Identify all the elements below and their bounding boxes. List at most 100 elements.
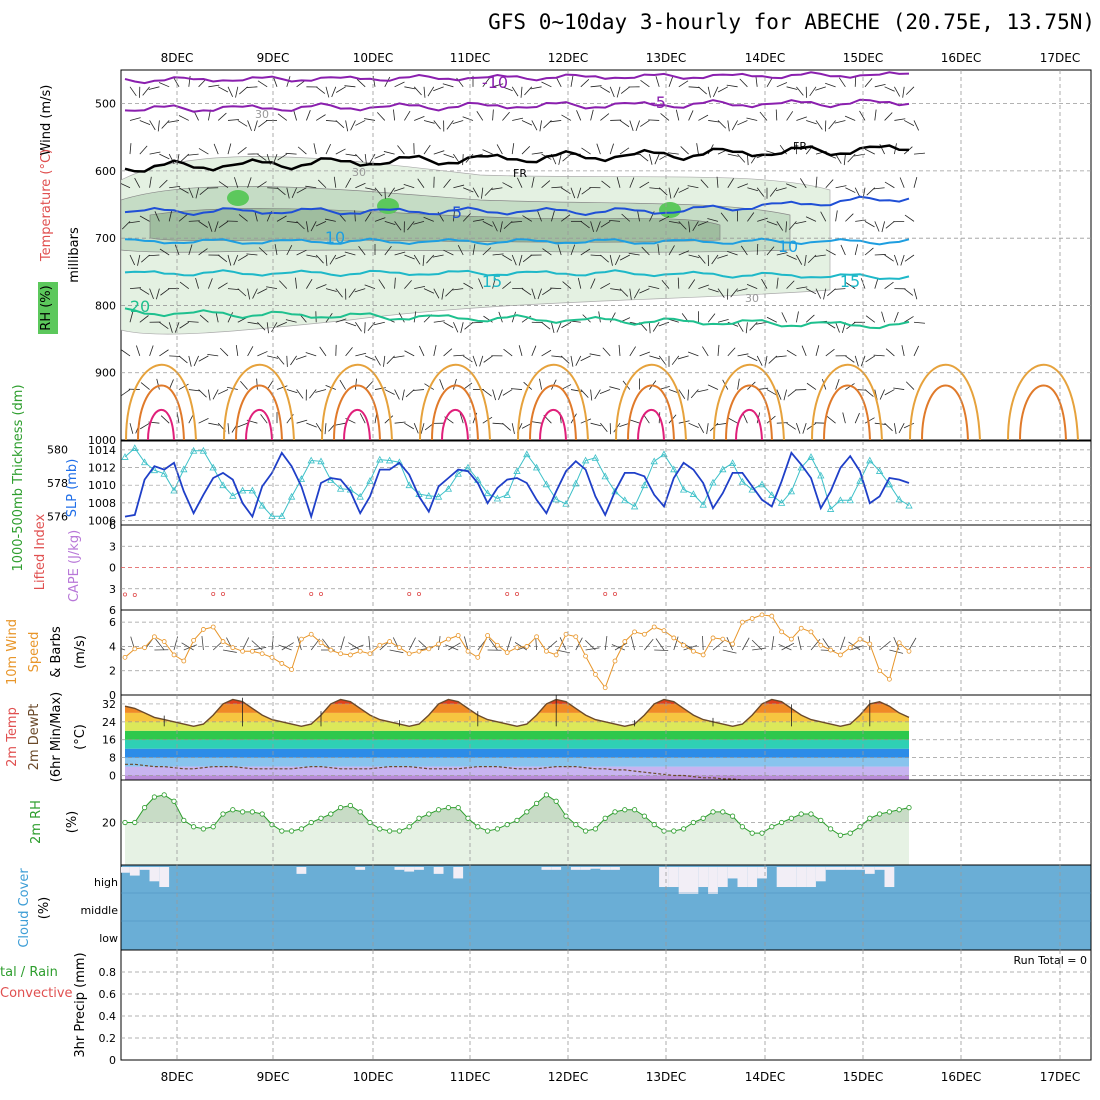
wind-barb: [235, 344, 239, 356]
wind-barb: [737, 120, 748, 126]
wind-barb: [635, 120, 640, 131]
isotherm-35: [637, 408, 665, 440]
li-point: [515, 592, 520, 597]
wind-barb: [159, 321, 169, 330]
wind-barb: [364, 211, 372, 222]
wind-barb: [658, 321, 670, 327]
wind-barb: [905, 86, 915, 95]
wind10-point: [730, 641, 735, 647]
wind-barb: [285, 319, 297, 323]
wind-barb: [432, 254, 444, 258]
wind-barb: [796, 86, 804, 96]
wind-barb: [620, 86, 631, 94]
cloud-high-bar: [159, 867, 170, 888]
li-point: [220, 592, 225, 597]
slp-tick-label: 1012: [88, 462, 116, 475]
wind-barb: [142, 86, 150, 96]
wind-barb: [680, 146, 689, 155]
slp-point: [758, 480, 766, 488]
wind-barb: [775, 187, 787, 192]
wind-barb: [842, 412, 846, 424]
wind-barb: [227, 312, 234, 323]
wind-barb: [331, 86, 337, 98]
slp-point: [768, 491, 776, 498]
rh2m-point: [406, 824, 412, 830]
wind10-point: [485, 633, 491, 638]
wind-barb: [404, 280, 412, 289]
isotherm-25: [909, 363, 981, 440]
wind-barb: [198, 418, 209, 424]
wind-barb: [769, 187, 778, 197]
wind10-point: [249, 648, 255, 654]
contour-label: 10: [778, 237, 798, 256]
slp-point: [885, 480, 894, 488]
wind-barb: [697, 389, 709, 393]
slp-point: [709, 478, 717, 486]
slp-point: [581, 456, 590, 464]
wind-barb: [756, 243, 759, 256]
date-label-top: 12DEC: [548, 51, 588, 65]
wind-barb: [384, 245, 392, 256]
wind-barb: [649, 153, 653, 165]
wind-barb: [482, 149, 493, 155]
wind-barb: [717, 120, 727, 129]
wind-barb: [902, 86, 905, 98]
wind10-barb: [488, 638, 498, 651]
wind-barb: [541, 180, 551, 189]
wind10-point: [769, 613, 775, 619]
wind-barb: [537, 210, 542, 222]
wind10-point: [896, 640, 902, 646]
wind-barb: [727, 347, 736, 357]
wind-barb: [570, 187, 576, 199]
wind-barb: [433, 320, 445, 323]
wind10-barb: [879, 640, 891, 651]
isotherm-25: [419, 363, 491, 440]
temp-axis-label: Temperature (°C): [39, 149, 54, 262]
wind-barb: [600, 221, 611, 228]
wind-barb: [530, 86, 542, 90]
wind-barb: [766, 246, 775, 256]
date-label-top: 17DEC: [1040, 51, 1080, 65]
wind-barb: [433, 120, 441, 130]
wind-barb: [844, 115, 856, 121]
wind10-point: [220, 639, 226, 644]
date-label-bottom: 12DEC: [548, 1070, 588, 1084]
slp-point: [699, 500, 707, 508]
isotherm-35: [441, 408, 469, 440]
wind-barb: [884, 86, 895, 92]
wind-barb: [502, 422, 511, 431]
temp-band: [125, 748, 909, 758]
wind-barb: [511, 254, 517, 266]
wind10-point: [720, 636, 726, 642]
wind-barb: [394, 421, 406, 424]
wind-barb: [590, 85, 602, 88]
wind-barb: [417, 178, 425, 188]
temp-tick-label: 0: [109, 770, 116, 783]
wind-barb: [600, 422, 608, 432]
rh-high-spot: [659, 202, 681, 218]
wind-barb: [174, 244, 180, 256]
wind-barb: [898, 422, 905, 434]
slp-point: [395, 458, 404, 466]
cloud-high-bar: [355, 867, 366, 870]
wind-barb: [736, 288, 748, 292]
wind-barb: [827, 288, 836, 297]
pressure-tick-label: 1000: [88, 434, 116, 447]
rh2m-point: [661, 828, 667, 834]
wind-barb: [590, 109, 594, 121]
wind-barb: [405, 389, 415, 398]
cloud-cover-panel: high middle low: [80, 864, 1092, 951]
wind-barb: [441, 288, 444, 300]
wind10-barb: [340, 636, 345, 651]
cloud-high-bar: [404, 867, 415, 872]
wind-barb: [276, 321, 287, 327]
wind-barb: [296, 221, 305, 230]
wind10-point: [191, 637, 197, 643]
isotherm-30: [529, 384, 577, 440]
wind-barb: [157, 120, 160, 132]
wind-barb: [134, 177, 141, 188]
wind-barb: [845, 213, 854, 222]
wind-barb: [257, 80, 268, 88]
wind-barb: [557, 244, 562, 256]
wind-barb: [688, 86, 700, 88]
